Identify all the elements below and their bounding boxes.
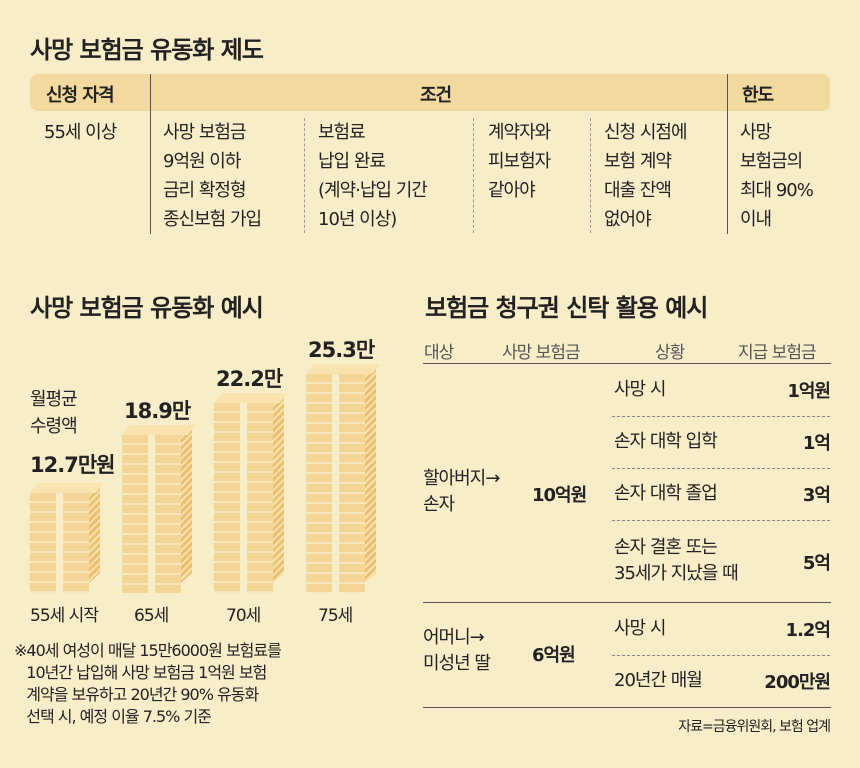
situation: 사망 시 (614, 618, 666, 639)
divider (304, 118, 305, 233)
coin-stack-bar (339, 374, 365, 593)
header-target: 대상 (424, 343, 454, 363)
coin-stack-side (273, 393, 284, 583)
data-label: 22.2만 (216, 367, 283, 392)
target-2: 어머니→ 미성년 딸 (423, 627, 491, 674)
situation: 20년간 매월 (614, 670, 703, 691)
divider (423, 602, 831, 603)
x-tick-label: 70세 (226, 606, 261, 626)
divider (727, 74, 728, 234)
header-conditions: 조건 (420, 85, 452, 106)
amount-1: 10억원 (532, 485, 587, 506)
header-eligibility: 신청 자격 (46, 85, 115, 106)
x-tick-label: 65세 (134, 606, 169, 626)
divider (590, 118, 591, 233)
divider (612, 655, 830, 656)
section3-title: 보험금 청구권 신탁 활용 예시 (425, 294, 708, 322)
divider (423, 707, 831, 708)
situation: 사망 시 (614, 379, 666, 400)
header-limit: 한도 (742, 85, 774, 106)
payout: 1.2억 (785, 620, 831, 641)
payout: 200만원 (764, 672, 831, 693)
divider (423, 363, 831, 364)
payout: 5억 (802, 553, 831, 574)
coin-stack-bar (306, 374, 332, 593)
coin-stack-bar (155, 434, 181, 593)
eligibility-value: 55세 이상 (44, 122, 117, 143)
coin-stack-bar (214, 403, 240, 593)
coin-stack-top (121, 424, 197, 435)
coin-stack-bar (247, 403, 273, 593)
table-header-band (30, 74, 830, 111)
divider (612, 468, 830, 469)
coin-stack-bar (122, 434, 148, 593)
situation: 손자 결혼 또는 35세가 지났을 때 (614, 537, 739, 584)
header-death-benefit: 사망 보험금 (502, 343, 581, 363)
situation: 손자 대학 졸업 (614, 483, 718, 504)
data-label: 12.7만원 (30, 453, 115, 478)
coin-stack-top (213, 393, 289, 404)
condition-3: 계약자와 피보험자 같아야 (488, 122, 551, 201)
payout: 3억 (802, 485, 831, 506)
coin-stack-side (181, 425, 192, 583)
condition-4: 신청 시점에 보험 계약 대출 잔액 없어야 (604, 122, 688, 230)
coin-stack-bar (30, 493, 56, 593)
situation: 손자 대학 입학 (614, 431, 718, 452)
divider (612, 416, 830, 417)
divider (473, 118, 474, 233)
payout: 1억 (802, 433, 831, 454)
coin-stack-side (365, 364, 376, 583)
condition-1: 사망 보험금 9억원 이하 금리 확정형 종신보험 가입 (163, 122, 262, 230)
divider (150, 74, 151, 234)
header-situation: 상황 (655, 343, 685, 363)
source: 자료=금융위원회, 보험 업계 (678, 719, 831, 735)
section1-title: 사망 보험금 유동화 제도 (30, 36, 264, 64)
chart-label: 월평균 수령액 (30, 389, 78, 437)
coin-stack-top (29, 483, 105, 494)
footnote: ※40세 여성이 매달 15만6000원 보험료를 10년간 납입해 사망 보험… (14, 641, 282, 726)
x-tick-label: 75세 (318, 606, 353, 626)
coin-stack-side (89, 483, 100, 583)
data-label: 18.9만 (124, 398, 191, 423)
condition-2: 보험료 납입 완료 (계약·납입 기간 10년 이상) (318, 122, 428, 230)
amount-2: 6억원 (532, 645, 576, 666)
coin-stack-bar (63, 493, 89, 593)
coin-stack-top (305, 364, 381, 375)
payout: 1억원 (787, 381, 831, 402)
data-label: 25.3만 (308, 338, 375, 363)
target-1: 할아버지→ 손자 (423, 468, 500, 515)
divider (612, 520, 830, 521)
x-tick-label: 55세 시작 (30, 606, 99, 626)
limit-value: 사망 보험금의 최대 90% 이내 (740, 122, 814, 230)
header-payout: 지급 보험금 (738, 343, 817, 363)
section2-title: 사망 보험금 유동화 예시 (30, 294, 264, 322)
